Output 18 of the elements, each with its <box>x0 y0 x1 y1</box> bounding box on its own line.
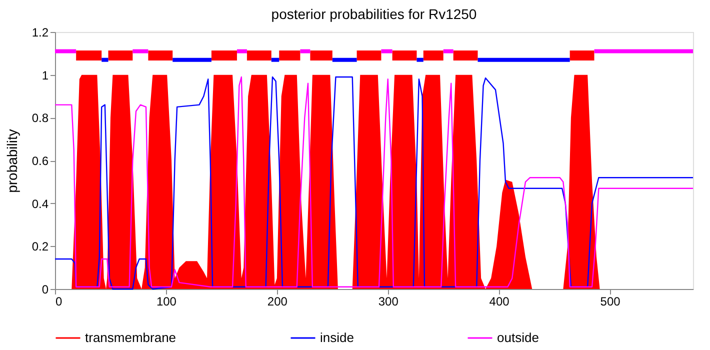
y-tick-label: 0.2 <box>32 240 49 254</box>
y-tick-label: 0.8 <box>32 111 49 126</box>
y-tick-label: 0 <box>42 282 49 296</box>
x-tick-label: 200 <box>267 294 288 308</box>
legend-label: inside <box>320 330 354 345</box>
x-tick-label: 0 <box>56 294 62 308</box>
y-axis-title: probability <box>4 129 20 193</box>
y-tick-label: 1.2 <box>32 26 49 40</box>
legend-label: outside <box>497 330 539 345</box>
x-tick-label: 100 <box>156 294 177 308</box>
legend-label: transmembrane <box>85 330 176 345</box>
x-tick-label: 300 <box>378 294 399 308</box>
chart-title: posterior probabilities for Rv1250 <box>271 6 477 22</box>
y-tick-label: 0.4 <box>32 196 49 211</box>
x-tick-label: 400 <box>489 294 510 308</box>
x-tick-label: 500 <box>600 294 621 308</box>
y-tick-label: 0.6 <box>32 154 49 168</box>
y-tick-label: 1 <box>42 68 49 82</box>
